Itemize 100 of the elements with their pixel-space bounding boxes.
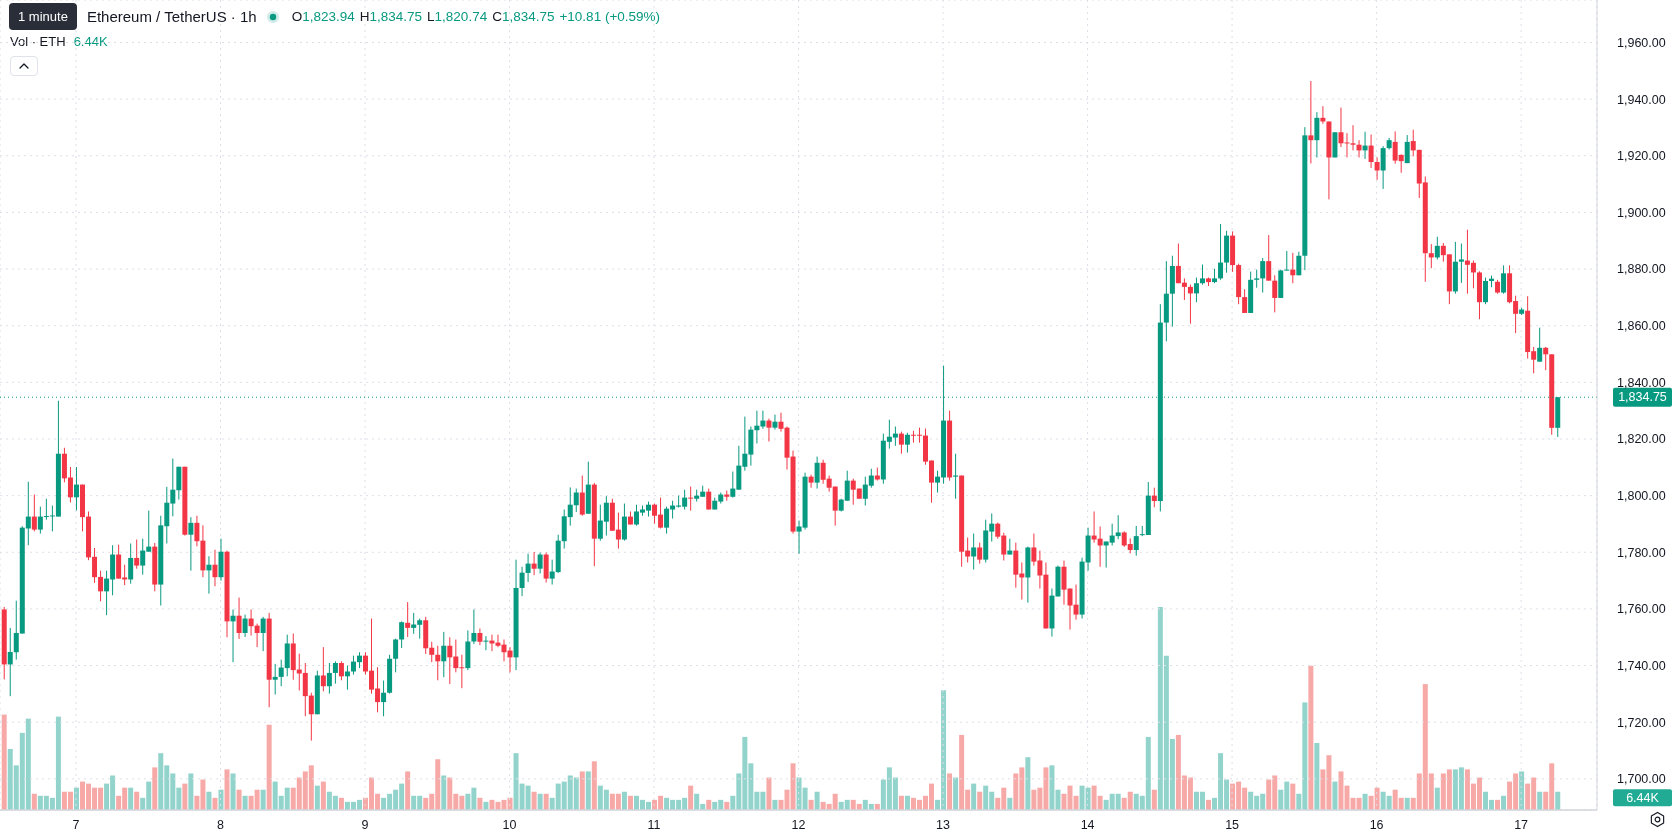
y-tick-label: 1,960.00 bbox=[1617, 35, 1666, 50]
y-tick-label: 1,820.00 bbox=[1617, 432, 1666, 447]
bar bbox=[1555, 791, 1561, 810]
y-tick-label: 1,700.00 bbox=[1617, 772, 1666, 787]
candlestick bbox=[531, 551, 537, 576]
candlestick bbox=[43, 498, 49, 521]
bar bbox=[947, 773, 953, 810]
bar bbox=[212, 797, 218, 810]
x-tick-label: 11 bbox=[647, 817, 661, 832]
candlestick bbox=[483, 635, 489, 651]
candlestick bbox=[1434, 236, 1440, 260]
bar bbox=[477, 797, 483, 810]
bar bbox=[621, 791, 627, 810]
candlestick bbox=[134, 539, 140, 570]
candlestick bbox=[1380, 145, 1386, 190]
candlestick bbox=[1410, 129, 1416, 157]
candlestick bbox=[435, 645, 441, 681]
bar bbox=[591, 761, 597, 810]
candlestick bbox=[1543, 346, 1549, 371]
bar bbox=[242, 795, 248, 810]
x-tick-label: 16 bbox=[1369, 817, 1384, 832]
bar bbox=[266, 724, 272, 810]
bar bbox=[1, 714, 7, 810]
candlestick bbox=[302, 662, 308, 717]
candlestick bbox=[977, 542, 983, 565]
bar bbox=[977, 791, 983, 810]
candlestick bbox=[1501, 264, 1507, 295]
candlestick bbox=[1242, 288, 1248, 314]
candlestick bbox=[104, 570, 110, 616]
candlestick bbox=[1482, 277, 1488, 305]
candlestick bbox=[242, 614, 248, 638]
candlestick bbox=[320, 646, 326, 692]
x-tick-label: 15 bbox=[1225, 817, 1240, 832]
x-tick-label: 10 bbox=[502, 817, 517, 832]
candlestick bbox=[471, 608, 477, 645]
candlestick bbox=[272, 663, 278, 695]
candlestick bbox=[7, 627, 13, 697]
candlestick bbox=[332, 660, 338, 685]
bar bbox=[405, 771, 411, 810]
candlestick bbox=[971, 533, 977, 571]
bar bbox=[1314, 743, 1320, 810]
annotation: L1,820.74 bbox=[427, 9, 488, 24]
bar bbox=[1537, 791, 1543, 810]
candlestick bbox=[37, 506, 43, 535]
y-tick-label: 1,940.00 bbox=[1617, 92, 1666, 107]
bar bbox=[585, 771, 591, 810]
y-tick-label: 1,840.00 bbox=[1617, 375, 1666, 390]
x-tick-label: 12 bbox=[791, 817, 806, 832]
candlestick bbox=[898, 431, 904, 455]
candlestick bbox=[1320, 105, 1326, 125]
x-tick-label: 17 bbox=[1514, 817, 1529, 832]
x-tick-label: 14 bbox=[1080, 817, 1095, 832]
candlestick bbox=[772, 414, 778, 431]
candlestick bbox=[25, 481, 31, 546]
candlestick bbox=[1151, 487, 1157, 508]
x-tick-label: 13 bbox=[936, 817, 951, 832]
candlestick bbox=[519, 566, 525, 597]
candlestick bbox=[1350, 124, 1356, 151]
candlestick bbox=[260, 616, 266, 652]
bar bbox=[971, 783, 977, 810]
bar bbox=[531, 791, 537, 810]
bar bbox=[314, 785, 320, 810]
bar bbox=[579, 771, 585, 810]
bar bbox=[1025, 757, 1031, 810]
candlestick bbox=[1308, 80, 1314, 164]
candlestick bbox=[254, 623, 260, 648]
candlestick bbox=[814, 456, 820, 490]
candlestick bbox=[1314, 111, 1320, 158]
bar bbox=[1061, 793, 1067, 810]
candlestick bbox=[338, 660, 344, 681]
bar bbox=[441, 775, 447, 810]
candlestick bbox=[778, 412, 784, 433]
candlestick bbox=[1254, 269, 1260, 289]
bar bbox=[904, 795, 910, 810]
y-tick-label: 1,920.00 bbox=[1617, 149, 1666, 164]
candlestick bbox=[441, 631, 447, 678]
bar bbox=[1362, 793, 1368, 810]
y-tick-label: 1,740.00 bbox=[1617, 659, 1666, 673]
candlestick bbox=[67, 466, 73, 503]
candlestick bbox=[1193, 277, 1199, 303]
candlestick bbox=[495, 634, 501, 648]
candlestick bbox=[248, 608, 254, 637]
bar bbox=[543, 793, 549, 810]
candlestick bbox=[1537, 327, 1543, 363]
candlestick bbox=[549, 559, 555, 586]
annotation: 1 minute bbox=[18, 9, 68, 24]
annotation: H1,834.75 bbox=[359, 9, 423, 24]
candlestick bbox=[31, 494, 37, 532]
annotation: 6.44K bbox=[73, 33, 108, 49]
y-tick-label: 1,780.00 bbox=[1617, 545, 1666, 560]
bar bbox=[236, 789, 242, 810]
bar bbox=[898, 795, 904, 810]
candlestick bbox=[1368, 134, 1374, 169]
candlestick bbox=[92, 547, 98, 584]
candlestick bbox=[1218, 223, 1224, 281]
candlestick bbox=[1428, 243, 1434, 269]
candlestick bbox=[1187, 284, 1193, 325]
bar bbox=[1332, 781, 1338, 810]
candlestick bbox=[308, 692, 314, 742]
candlestick bbox=[766, 418, 772, 443]
